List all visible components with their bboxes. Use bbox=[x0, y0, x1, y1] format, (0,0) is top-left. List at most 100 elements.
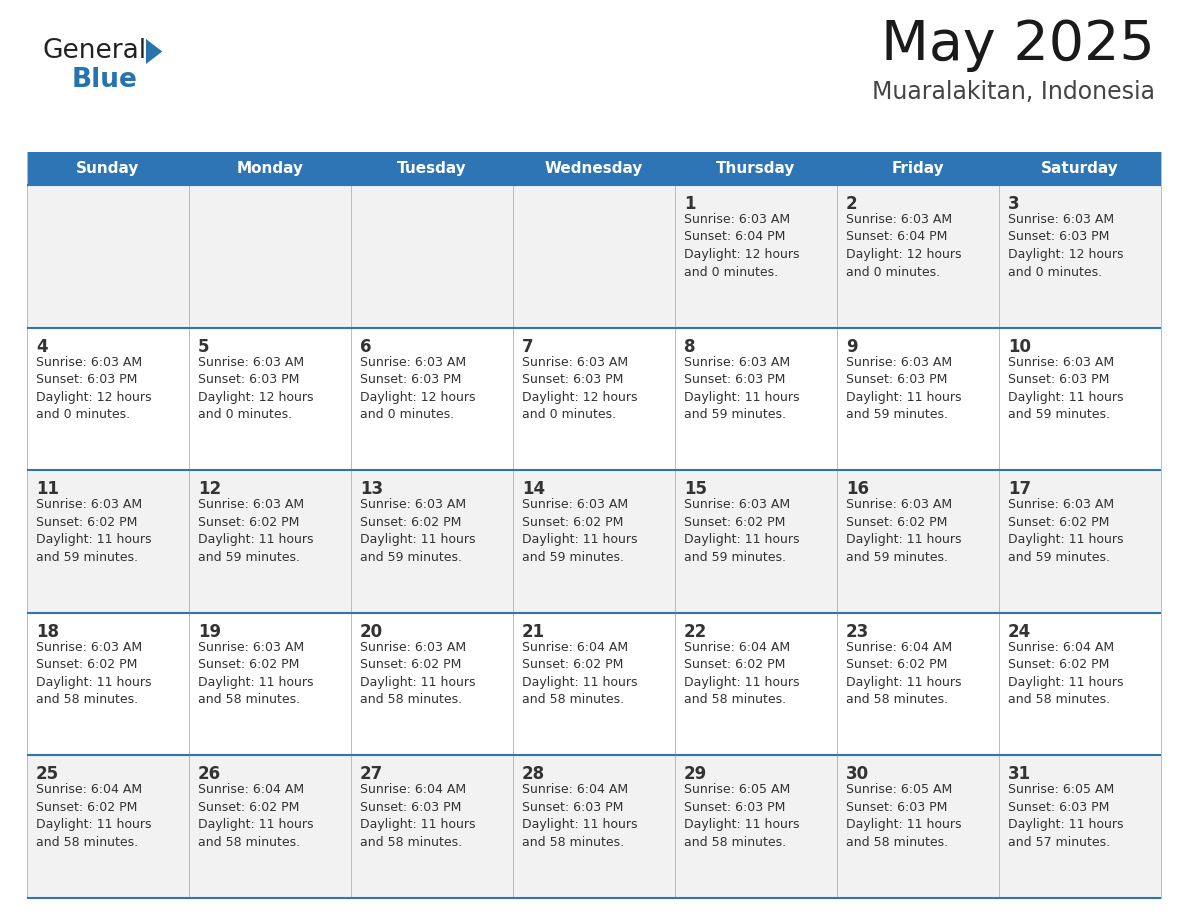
Text: Sunset: 6:02 PM: Sunset: 6:02 PM bbox=[846, 658, 947, 671]
Text: 23: 23 bbox=[846, 622, 870, 641]
Bar bbox=[675, 185, 838, 328]
Text: Sunrise: 6:03 AM: Sunrise: 6:03 AM bbox=[360, 355, 466, 369]
Text: 26: 26 bbox=[198, 766, 221, 783]
Text: Sunset: 6:03 PM: Sunset: 6:03 PM bbox=[522, 800, 624, 814]
Text: Daylight: 11 hours: Daylight: 11 hours bbox=[1007, 819, 1124, 832]
Text: and 58 minutes.: and 58 minutes. bbox=[684, 693, 786, 706]
Text: Sunrise: 6:04 AM: Sunrise: 6:04 AM bbox=[198, 783, 304, 797]
Text: Sunset: 6:02 PM: Sunset: 6:02 PM bbox=[1007, 516, 1110, 529]
Text: Sunset: 6:02 PM: Sunset: 6:02 PM bbox=[36, 658, 138, 671]
Text: 30: 30 bbox=[846, 766, 870, 783]
Text: Sunset: 6:02 PM: Sunset: 6:02 PM bbox=[360, 516, 461, 529]
Text: Daylight: 11 hours: Daylight: 11 hours bbox=[1007, 390, 1124, 404]
Text: Sunday: Sunday bbox=[76, 161, 140, 176]
Bar bbox=[999, 185, 1161, 328]
Bar bbox=[350, 756, 513, 898]
Text: and 59 minutes.: and 59 minutes. bbox=[198, 551, 301, 564]
Text: and 0 minutes.: and 0 minutes. bbox=[684, 265, 778, 278]
Text: Sunrise: 6:03 AM: Sunrise: 6:03 AM bbox=[360, 498, 466, 511]
Text: Muaralakitan, Indonesia: Muaralakitan, Indonesia bbox=[872, 80, 1155, 104]
Bar bbox=[838, 328, 999, 470]
Text: 22: 22 bbox=[684, 622, 707, 641]
Text: Daylight: 11 hours: Daylight: 11 hours bbox=[198, 533, 314, 546]
Text: 20: 20 bbox=[360, 622, 383, 641]
Text: 18: 18 bbox=[36, 622, 59, 641]
Text: Sunset: 6:03 PM: Sunset: 6:03 PM bbox=[1007, 800, 1110, 814]
Text: Sunset: 6:04 PM: Sunset: 6:04 PM bbox=[846, 230, 947, 243]
Text: 17: 17 bbox=[1007, 480, 1031, 498]
Bar bbox=[27, 328, 189, 470]
Bar bbox=[513, 756, 675, 898]
Text: Daylight: 11 hours: Daylight: 11 hours bbox=[846, 819, 961, 832]
Text: Sunrise: 6:03 AM: Sunrise: 6:03 AM bbox=[684, 213, 790, 226]
Text: Daylight: 11 hours: Daylight: 11 hours bbox=[684, 390, 800, 404]
Text: Sunset: 6:02 PM: Sunset: 6:02 PM bbox=[198, 800, 299, 814]
Text: Sunset: 6:03 PM: Sunset: 6:03 PM bbox=[198, 373, 299, 386]
Text: 3: 3 bbox=[1007, 195, 1019, 213]
Bar bbox=[189, 756, 350, 898]
Text: 10: 10 bbox=[1007, 338, 1031, 355]
Text: Sunrise: 6:03 AM: Sunrise: 6:03 AM bbox=[846, 355, 952, 369]
Text: Daylight: 11 hours: Daylight: 11 hours bbox=[36, 533, 152, 546]
Text: Sunrise: 6:04 AM: Sunrise: 6:04 AM bbox=[36, 783, 143, 797]
Text: Thursday: Thursday bbox=[716, 161, 796, 176]
Text: Sunset: 6:02 PM: Sunset: 6:02 PM bbox=[1007, 658, 1110, 671]
Text: Sunset: 6:03 PM: Sunset: 6:03 PM bbox=[846, 373, 947, 386]
Bar bbox=[675, 328, 838, 470]
Text: Wednesday: Wednesday bbox=[545, 161, 643, 176]
Text: Daylight: 11 hours: Daylight: 11 hours bbox=[522, 533, 638, 546]
Text: 31: 31 bbox=[1007, 766, 1031, 783]
Text: Sunset: 6:02 PM: Sunset: 6:02 PM bbox=[846, 516, 947, 529]
Text: Sunrise: 6:04 AM: Sunrise: 6:04 AM bbox=[1007, 641, 1114, 654]
Text: Sunrise: 6:03 AM: Sunrise: 6:03 AM bbox=[36, 498, 143, 511]
Text: Sunrise: 6:03 AM: Sunrise: 6:03 AM bbox=[198, 498, 304, 511]
Text: Sunset: 6:03 PM: Sunset: 6:03 PM bbox=[684, 800, 785, 814]
Text: Sunrise: 6:04 AM: Sunrise: 6:04 AM bbox=[360, 783, 466, 797]
Bar bbox=[27, 470, 189, 613]
Text: 28: 28 bbox=[522, 766, 545, 783]
Text: and 59 minutes.: and 59 minutes. bbox=[846, 409, 948, 421]
Text: Sunset: 6:02 PM: Sunset: 6:02 PM bbox=[36, 516, 138, 529]
Text: 14: 14 bbox=[522, 480, 545, 498]
Text: Sunrise: 6:03 AM: Sunrise: 6:03 AM bbox=[684, 498, 790, 511]
Text: and 58 minutes.: and 58 minutes. bbox=[198, 693, 301, 706]
Text: Daylight: 11 hours: Daylight: 11 hours bbox=[198, 819, 314, 832]
Text: 9: 9 bbox=[846, 338, 858, 355]
Text: Sunrise: 6:05 AM: Sunrise: 6:05 AM bbox=[846, 783, 953, 797]
Text: 5: 5 bbox=[198, 338, 209, 355]
Text: General: General bbox=[42, 38, 146, 64]
Text: and 58 minutes.: and 58 minutes. bbox=[522, 693, 624, 706]
Bar bbox=[27, 613, 189, 756]
Bar bbox=[27, 185, 189, 328]
Text: 27: 27 bbox=[360, 766, 384, 783]
Bar bbox=[513, 185, 675, 328]
Text: Sunrise: 6:03 AM: Sunrise: 6:03 AM bbox=[522, 498, 628, 511]
Text: Daylight: 11 hours: Daylight: 11 hours bbox=[360, 533, 475, 546]
Text: Sunset: 6:02 PM: Sunset: 6:02 PM bbox=[684, 516, 785, 529]
Text: 4: 4 bbox=[36, 338, 48, 355]
Text: Sunset: 6:03 PM: Sunset: 6:03 PM bbox=[522, 373, 624, 386]
Text: Daylight: 12 hours: Daylight: 12 hours bbox=[684, 248, 800, 261]
Text: and 58 minutes.: and 58 minutes. bbox=[846, 693, 948, 706]
Bar bbox=[513, 470, 675, 613]
Bar bbox=[838, 185, 999, 328]
Text: Daylight: 11 hours: Daylight: 11 hours bbox=[36, 676, 152, 688]
Text: and 0 minutes.: and 0 minutes. bbox=[1007, 265, 1102, 278]
Text: and 57 minutes.: and 57 minutes. bbox=[1007, 836, 1110, 849]
Text: Sunset: 6:04 PM: Sunset: 6:04 PM bbox=[684, 230, 785, 243]
Bar bbox=[350, 470, 513, 613]
Text: and 59 minutes.: and 59 minutes. bbox=[684, 409, 786, 421]
Text: 21: 21 bbox=[522, 622, 545, 641]
Text: Daylight: 12 hours: Daylight: 12 hours bbox=[360, 390, 475, 404]
Text: Sunrise: 6:04 AM: Sunrise: 6:04 AM bbox=[684, 641, 790, 654]
Text: 12: 12 bbox=[198, 480, 221, 498]
Text: Daylight: 12 hours: Daylight: 12 hours bbox=[36, 390, 152, 404]
Text: and 58 minutes.: and 58 minutes. bbox=[684, 836, 786, 849]
Text: May 2025: May 2025 bbox=[881, 18, 1155, 72]
Polygon shape bbox=[146, 39, 163, 64]
Text: Sunrise: 6:05 AM: Sunrise: 6:05 AM bbox=[1007, 783, 1114, 797]
Text: Sunrise: 6:04 AM: Sunrise: 6:04 AM bbox=[522, 783, 628, 797]
Bar bbox=[350, 328, 513, 470]
Bar bbox=[513, 328, 675, 470]
Text: Daylight: 12 hours: Daylight: 12 hours bbox=[846, 248, 961, 261]
